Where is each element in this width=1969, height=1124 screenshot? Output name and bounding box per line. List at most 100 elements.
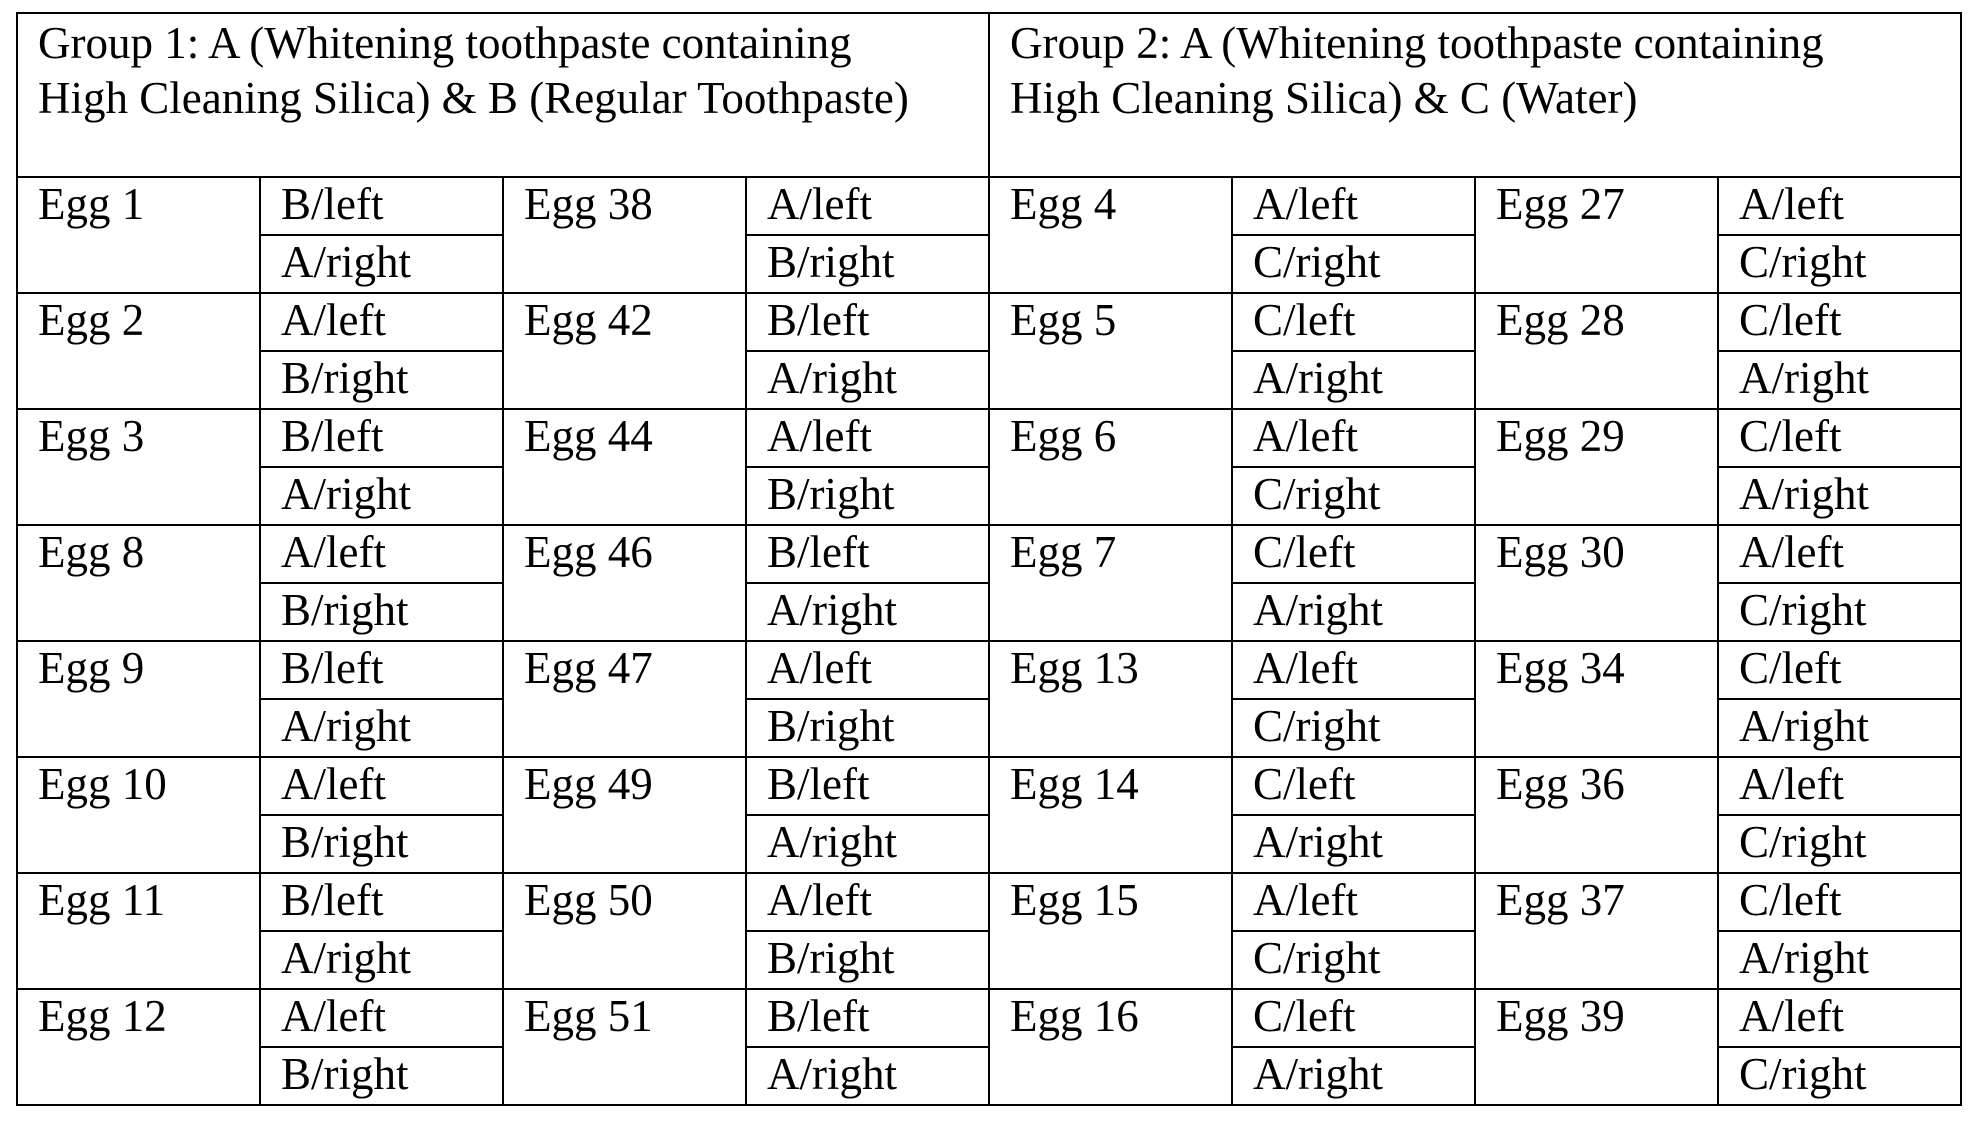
egg-label: Egg 42	[503, 293, 746, 409]
position-first: B/left	[746, 989, 989, 1047]
position-second: A/right	[260, 931, 503, 989]
egg-label: Egg 47	[503, 641, 746, 757]
position-first: A/left	[1232, 873, 1475, 931]
position-first: A/left	[746, 409, 989, 467]
position-second: C/right	[1718, 815, 1961, 873]
position-second: A/right	[1718, 467, 1961, 525]
table-body: Group 1: A (Whitening toothpaste contain…	[17, 13, 1961, 1105]
group-2-header: Group 2: A (Whitening toothpaste contain…	[989, 13, 1961, 177]
egg-label: Egg 28	[1475, 293, 1718, 409]
position-first: C/left	[1232, 293, 1475, 351]
position-first: A/left	[1718, 177, 1961, 235]
position-first: C/left	[1718, 873, 1961, 931]
table-row: Egg 9B/leftEgg 47A/leftEgg 13A/leftEgg 3…	[17, 641, 1961, 699]
egg-label: Egg 4	[989, 177, 1232, 293]
egg-label: Egg 1	[17, 177, 260, 293]
egg-assignment-table: Group 1: A (Whitening toothpaste contain…	[16, 12, 1962, 1106]
position-first: A/left	[746, 641, 989, 699]
position-first: A/left	[746, 177, 989, 235]
egg-label: Egg 29	[1475, 409, 1718, 525]
position-first: A/left	[1718, 525, 1961, 583]
position-second: B/right	[260, 1047, 503, 1105]
position-second: C/right	[1718, 1047, 1961, 1105]
egg-label: Egg 7	[989, 525, 1232, 641]
position-first: A/left	[1232, 409, 1475, 467]
position-first: A/left	[1718, 989, 1961, 1047]
position-first: B/left	[260, 177, 503, 235]
egg-label: Egg 9	[17, 641, 260, 757]
position-first: B/left	[746, 293, 989, 351]
position-second: B/right	[746, 467, 989, 525]
group-header-row: Group 1: A (Whitening toothpaste contain…	[17, 13, 1961, 177]
egg-label: Egg 27	[1475, 177, 1718, 293]
position-first: C/left	[1718, 409, 1961, 467]
position-first: A/left	[260, 293, 503, 351]
position-first: B/left	[746, 525, 989, 583]
egg-label: Egg 12	[17, 989, 260, 1105]
egg-label: Egg 44	[503, 409, 746, 525]
table-row: Egg 2A/leftEgg 42B/leftEgg 5C/leftEgg 28…	[17, 293, 1961, 351]
position-first: A/left	[1232, 641, 1475, 699]
table-row: Egg 3B/leftEgg 44A/leftEgg 6A/leftEgg 29…	[17, 409, 1961, 467]
egg-label: Egg 46	[503, 525, 746, 641]
egg-label: Egg 49	[503, 757, 746, 873]
egg-label: Egg 6	[989, 409, 1232, 525]
position-second: B/right	[260, 583, 503, 641]
position-first: B/left	[746, 757, 989, 815]
position-first: A/left	[746, 873, 989, 931]
egg-label: Egg 3	[17, 409, 260, 525]
position-second: A/right	[1718, 351, 1961, 409]
position-first: B/left	[260, 641, 503, 699]
egg-label: Egg 8	[17, 525, 260, 641]
egg-label: Egg 13	[989, 641, 1232, 757]
position-second: A/right	[260, 235, 503, 293]
position-second: C/right	[1718, 235, 1961, 293]
egg-label: Egg 36	[1475, 757, 1718, 873]
egg-label: Egg 51	[503, 989, 746, 1105]
position-second: A/right	[746, 583, 989, 641]
egg-label: Egg 15	[989, 873, 1232, 989]
egg-label: Egg 50	[503, 873, 746, 989]
position-second: A/right	[1718, 931, 1961, 989]
egg-label: Egg 34	[1475, 641, 1718, 757]
position-second: C/right	[1232, 235, 1475, 293]
position-first: C/left	[1232, 989, 1475, 1047]
position-second: A/right	[260, 467, 503, 525]
position-first: C/left	[1718, 641, 1961, 699]
position-second: A/right	[746, 815, 989, 873]
position-first: C/left	[1718, 293, 1961, 351]
egg-label: Egg 37	[1475, 873, 1718, 989]
table-row: Egg 1B/leftEgg 38A/leftEgg 4A/leftEgg 27…	[17, 177, 1961, 235]
egg-label: Egg 16	[989, 989, 1232, 1105]
egg-label: Egg 39	[1475, 989, 1718, 1105]
table-row: Egg 10A/leftEgg 49B/leftEgg 14C/leftEgg …	[17, 757, 1961, 815]
position-second: B/right	[746, 931, 989, 989]
egg-label: Egg 14	[989, 757, 1232, 873]
position-first: C/left	[1232, 525, 1475, 583]
position-first: B/left	[260, 873, 503, 931]
position-first: A/left	[260, 525, 503, 583]
position-first: A/left	[260, 989, 503, 1047]
position-second: A/right	[746, 351, 989, 409]
position-second: B/right	[260, 815, 503, 873]
position-second: C/right	[1232, 931, 1475, 989]
position-second: A/right	[1232, 815, 1475, 873]
position-second: C/right	[1718, 583, 1961, 641]
position-second: B/right	[746, 235, 989, 293]
position-second: C/right	[1232, 467, 1475, 525]
position-first: B/left	[260, 409, 503, 467]
position-second: A/right	[1232, 351, 1475, 409]
egg-label: Egg 38	[503, 177, 746, 293]
egg-label: Egg 30	[1475, 525, 1718, 641]
egg-label: Egg 11	[17, 873, 260, 989]
egg-label: Egg 2	[17, 293, 260, 409]
position-second: A/right	[746, 1047, 989, 1105]
position-first: A/left	[1232, 177, 1475, 235]
position-second: B/right	[746, 699, 989, 757]
position-second: A/right	[260, 699, 503, 757]
position-first: A/left	[1718, 757, 1961, 815]
document-page: Group 1: A (Whitening toothpaste contain…	[16, 12, 1960, 1112]
table-row: Egg 8A/leftEgg 46B/leftEgg 7C/leftEgg 30…	[17, 525, 1961, 583]
position-second: A/right	[1232, 1047, 1475, 1105]
position-second: A/right	[1232, 583, 1475, 641]
